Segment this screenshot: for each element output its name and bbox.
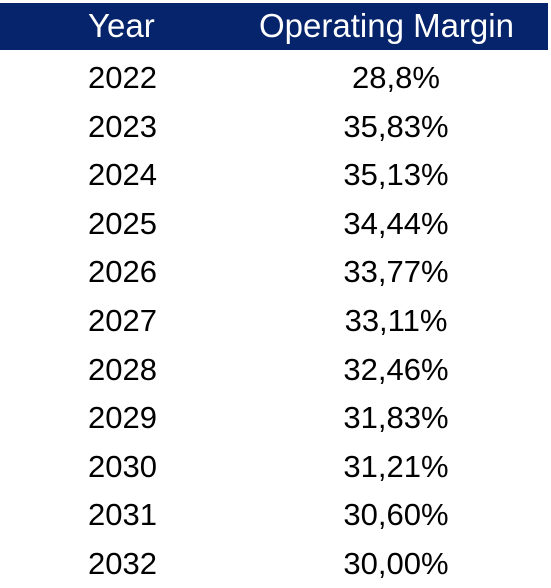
year-cell: 2027 [88, 303, 157, 338]
operating-margin-cell: 33,77% [343, 254, 449, 290]
operating-margin-cell: 30,00% [343, 546, 449, 581]
operating-margin-cell: 35,13% [343, 157, 449, 193]
year-cell: 2022 [88, 60, 157, 95]
table-row: 2026 33,77% [0, 247, 548, 296]
year-cell: 2025 [88, 205, 157, 241]
table-row: 2022 28,8% [0, 53, 548, 102]
table-row: 2023 35,83% [0, 102, 548, 151]
operating-margin-cell: 30,60% [343, 497, 449, 533]
year-cell: 2032 [88, 546, 157, 581]
year-cell: 2023 [88, 108, 157, 144]
operating-margin-cell: 32,46% [343, 351, 449, 387]
year-cell: 2028 [88, 351, 157, 387]
table-row: 2031 30,60% [0, 490, 548, 539]
table-row: 2024 35,13% [0, 150, 548, 199]
table-row: 2032 30,00% [0, 539, 548, 588]
table-row: 2029 31,83% [0, 393, 548, 442]
year-cell: 2031 [88, 497, 157, 533]
operating-margin-cell: 31,83% [343, 400, 449, 436]
operating-margin-cell: 34,44% [343, 205, 449, 241]
table-header: Year Operating Margin [0, 3, 548, 50]
operating-margin-cell: 35,83% [343, 108, 449, 144]
table-row: 2030 31,21% [0, 442, 548, 491]
table-row: 2028 32,46% [0, 345, 548, 394]
year-cell: 2024 [88, 157, 157, 193]
table-row: 2027 33,11% [0, 296, 548, 345]
year-cell: 2026 [88, 254, 157, 290]
operating-margin-cell: 31,21% [343, 448, 449, 484]
year-cell: 2030 [88, 448, 157, 484]
operating-margin-cell: 33,11% [344, 303, 448, 338]
operating-margin-cell: 28,8% [352, 60, 440, 95]
header-year: Year [88, 7, 155, 44]
year-cell: 2029 [88, 400, 157, 436]
header-operating-margin: Operating Margin [259, 7, 514, 44]
table-row: 2025 34,44% [0, 199, 548, 248]
